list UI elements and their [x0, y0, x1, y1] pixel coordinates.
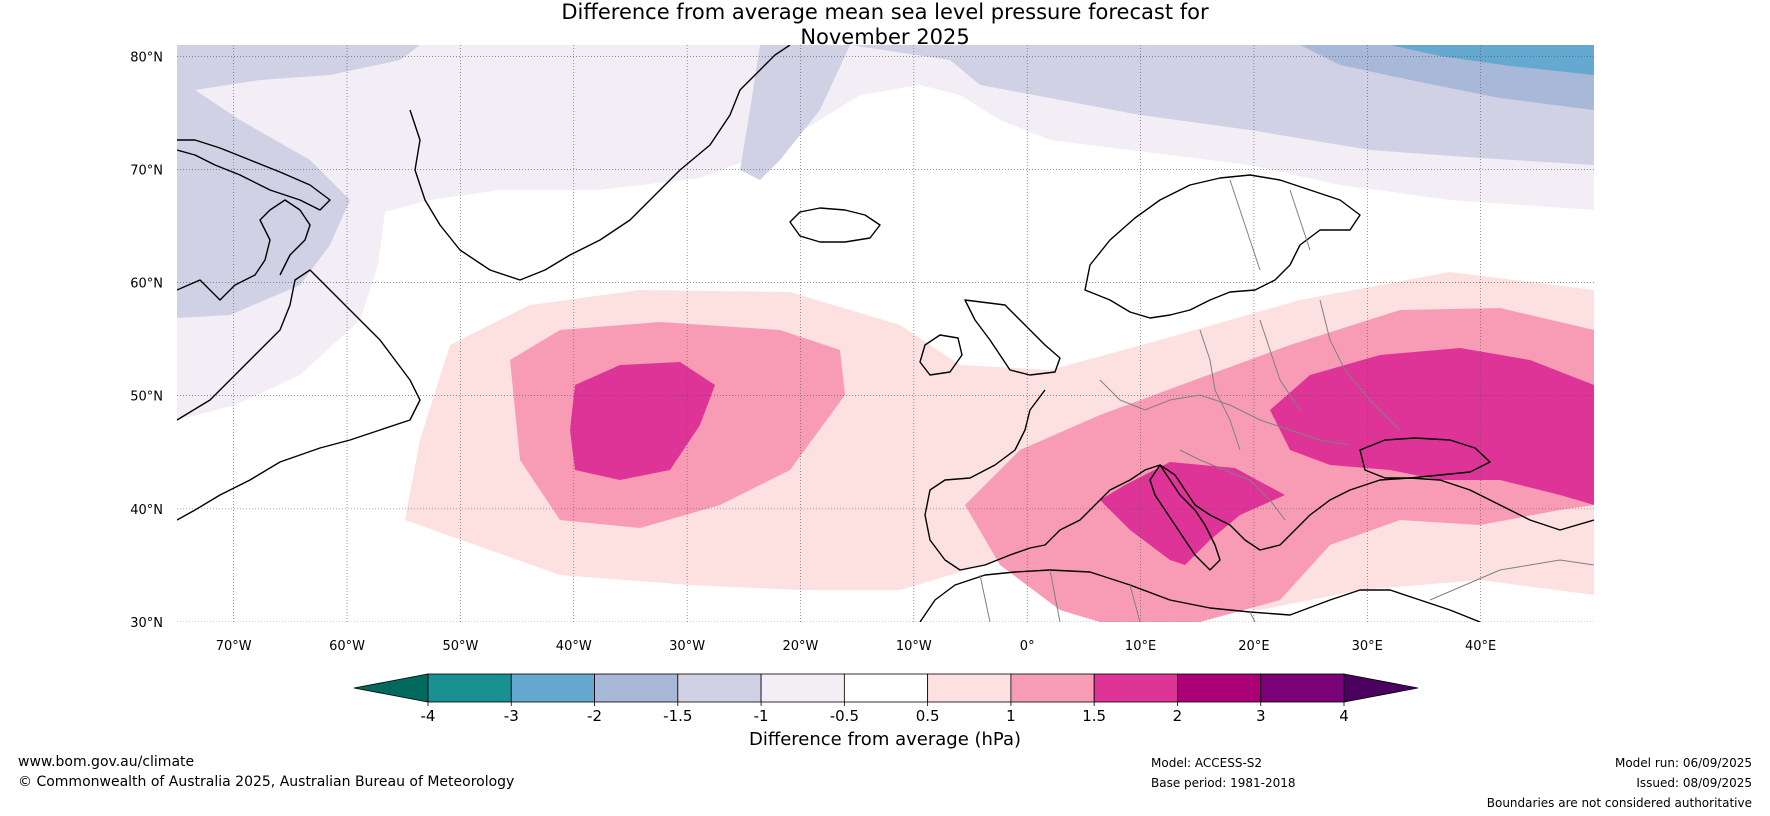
colorbar-swatch: [427, 673, 512, 703]
lon-tick-label: 40°W: [556, 639, 592, 654]
colorbar-tick-label: -1.5: [663, 707, 692, 725]
contour-negative-0p5: [177, 45, 1594, 420]
colorbar-swatch: [677, 673, 762, 703]
border-central-europe: [1099, 379, 1351, 446]
coastline-north-america: [177, 269, 421, 521]
lon-tick-label: 20°E: [1238, 639, 1269, 654]
border-eastern-europe: [1199, 299, 1401, 451]
lon-tick-label: 40°E: [1465, 639, 1496, 654]
lat-tick-label: 60°N: [130, 277, 163, 292]
lon-tick-label: 30°E: [1352, 639, 1383, 654]
colorbar-swatch: [1093, 673, 1178, 703]
colorbar-swatch: [760, 673, 845, 703]
country-borders: [979, 179, 1594, 622]
map-title-line1: Difference from average mean sea level p…: [561, 0, 1209, 24]
coastline-iceland: [789, 207, 881, 243]
coastline-labrador: [177, 199, 311, 301]
coastline-black-sea: [1359, 437, 1491, 479]
lon-tick-label: 70°W: [216, 639, 252, 654]
coastline-ireland: [919, 334, 963, 376]
colorbar-tick-label: -0.5: [830, 707, 859, 725]
colorbar-tick-label: -4: [421, 707, 436, 725]
border-balkans: [1179, 449, 1286, 521]
coastline-british-isles: [964, 299, 1061, 376]
contour-positive-1p5-atlantic: [570, 362, 715, 480]
colorbar-tick-label: 4: [1339, 707, 1349, 725]
footer-copyright: © Commonwealth of Australia 2025, Austra…: [18, 774, 515, 790]
border-north-africa: [979, 559, 1594, 622]
colorbar-title: Difference from average (hPa): [749, 729, 1021, 750]
footer-disclaimer: Boundaries are not considered authoritat…: [1486, 796, 1752, 810]
colorbar-tick-label: 0.5: [916, 707, 940, 725]
lon-tick-label: 50°W: [442, 639, 478, 654]
footer-website[interactable]: www.bom.gov.au/climate: [18, 754, 195, 770]
colorbar-swatch: [1260, 673, 1345, 703]
colorbar-tick-label: 1: [1006, 707, 1016, 725]
lat-tick-label: 50°N: [130, 390, 163, 405]
colorbar-tick-label: -1: [754, 707, 769, 725]
lat-tick-label: 80°N: [130, 50, 163, 65]
contour-negative-1-east: [740, 45, 850, 180]
border-scandinavia: [1229, 179, 1311, 271]
coastline-baffin: [177, 139, 331, 211]
colorbar-tick-label: 1.5: [1082, 707, 1106, 725]
footer-base-period: Base period: 1981-2018: [1151, 776, 1296, 790]
colorbar-swatch: [594, 673, 679, 703]
colorbar-swatch: [843, 673, 929, 703]
lon-tick-label: 0°: [1020, 639, 1035, 654]
lon-tick-label: 60°W: [329, 639, 365, 654]
colorbar-swatch: [510, 673, 595, 703]
colorbar-swatch: [1010, 673, 1095, 703]
colorbar-tick-label: -2: [587, 707, 602, 725]
coastline-scandinavia: [1084, 174, 1361, 319]
colorbar-tick-label: -3: [504, 707, 519, 725]
contour-negative-1-west: [177, 45, 420, 318]
footer-model: Model: ACCESS-S2: [1151, 756, 1263, 770]
colorbar-swatch: [927, 673, 1012, 703]
colorbar-tick-label: 3: [1256, 707, 1266, 725]
footer-model-run: Model run: 06/09/2025: [1614, 756, 1752, 770]
lat-tick-label: 70°N: [130, 163, 163, 178]
colorbar: -4 -3 -2 -1.5 -1 -0.5 0.5 1 1.5 2 3 4: [353, 673, 1419, 725]
coastline-italy: [1149, 464, 1221, 571]
colorbar-tick-label: 2: [1173, 707, 1183, 725]
map-title: Difference from average mean sea level p…: [0, 0, 1770, 50]
contour-positive-1p5-europe-east: [1270, 348, 1594, 505]
latitude-labels: 80°N 70°N 60°N 50°N 40°N 30°N: [130, 50, 163, 631]
map-area: [177, 45, 1594, 622]
colorbar-swatch: [1177, 673, 1262, 703]
lon-tick-label: 20°W: [783, 639, 819, 654]
colorbar-over-arrow: [1343, 673, 1419, 703]
lat-tick-label: 40°N: [130, 503, 163, 518]
footer-issued: Issued: 08/09/2025: [1636, 776, 1752, 790]
contour-negative-2: [1390, 45, 1594, 75]
coastline-europe-west: [924, 389, 1594, 571]
contour-positive-1p5-europe-central: [1100, 462, 1285, 565]
lon-tick-label: 10°E: [1125, 639, 1156, 654]
lon-tick-label: 30°W: [669, 639, 705, 654]
lat-tick-label: 30°N: [130, 616, 163, 631]
colorbar-under-arrow: [353, 673, 429, 703]
lon-tick-label: 10°W: [896, 639, 932, 654]
coastline-greenland: [409, 45, 791, 281]
longitude-labels: 70°W 60°W 50°W 40°W 30°W 20°W 10°W 0° 10°E 20°E 30…: [216, 639, 1497, 654]
gridlines: [177, 45, 1594, 622]
